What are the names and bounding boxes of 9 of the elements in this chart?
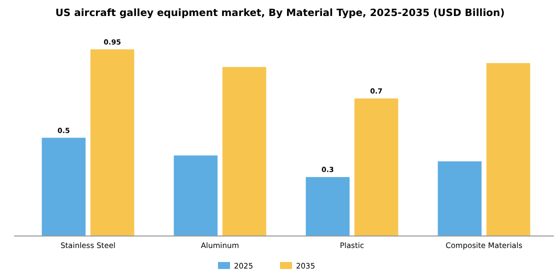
bar — [354, 98, 398, 236]
bar — [306, 177, 350, 236]
bar — [90, 49, 134, 236]
bar — [42, 138, 86, 236]
bar — [222, 67, 266, 236]
bar — [174, 155, 218, 236]
chart-title: US aircraft galley equipment market, By Material Type, 2025-2035 (USD Billion) — [55, 8, 505, 19]
bar — [438, 161, 482, 236]
bar — [486, 63, 530, 236]
